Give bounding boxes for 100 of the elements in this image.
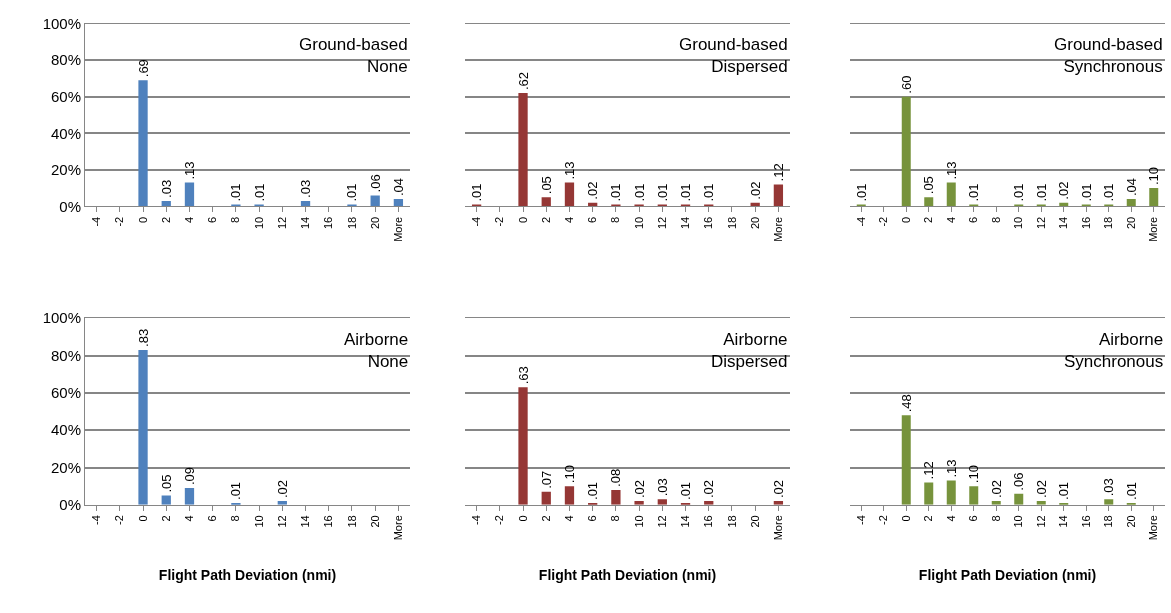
x-tick-label: 4	[183, 216, 196, 223]
x-tick-label: -4	[854, 515, 867, 526]
bar	[969, 486, 979, 505]
x-tick-label: -4	[470, 515, 483, 526]
data-label: .03	[298, 179, 314, 198]
x-tick-label: 16	[1079, 515, 1092, 528]
x-tick-label: 18	[1102, 216, 1115, 230]
data-label: .03	[1101, 478, 1117, 497]
bar	[924, 197, 934, 207]
data-label: .12	[921, 461, 937, 480]
bar	[370, 195, 380, 207]
bar	[1104, 499, 1114, 505]
x-tick-label: 8	[609, 515, 622, 522]
x-tick-label: -2	[493, 216, 506, 227]
x-tick-label: 6	[206, 515, 219, 522]
annotation: Ground-based Synchronous	[1054, 35, 1163, 77]
y-tick-label: 40%	[50, 421, 81, 439]
x-tick-label: 12	[1034, 515, 1047, 528]
data-label: .69	[135, 59, 151, 78]
x-tick-label: 0	[899, 216, 912, 223]
data-label: .07	[538, 470, 554, 489]
x-tick-label: 8	[989, 216, 1002, 223]
y-tick-label: 20%	[50, 161, 81, 179]
data-label: .02	[1033, 480, 1049, 499]
x-tick-label: More	[1147, 515, 1160, 541]
data-label: .12	[770, 163, 786, 182]
data-label: .03	[654, 478, 670, 497]
bar	[564, 182, 575, 207]
data-label: .01	[701, 183, 717, 202]
data-label: .01	[678, 183, 694, 202]
x-tick-label: 10	[1012, 216, 1025, 230]
data-label: .01	[585, 481, 601, 500]
y-tick-label: 20%	[50, 458, 81, 476]
x-tick-label: 16	[1079, 216, 1092, 230]
x-axis-title: Flight Path Deviation (nmi)	[538, 566, 717, 583]
x-tick-label: 20	[1124, 216, 1137, 230]
data-label: .60	[898, 75, 914, 94]
data-label: .01	[469, 183, 485, 202]
x-tick-label: 20	[368, 515, 381, 528]
bar	[1149, 188, 1159, 207]
x-tick-label: 20	[1124, 515, 1137, 528]
x-tick-label: 16	[702, 216, 715, 230]
x-tick-label: 2	[539, 216, 552, 223]
bar	[184, 488, 195, 505]
data-label: .13	[561, 161, 577, 180]
bar	[518, 387, 528, 505]
bar	[946, 480, 956, 505]
data-label: .01	[1123, 481, 1139, 500]
x-tick-label: 0	[899, 515, 912, 522]
x-tick-label: -4	[854, 216, 867, 227]
x-tick-label: 18	[1102, 515, 1115, 528]
x-tick-label: 18	[725, 216, 738, 230]
x-tick-label: -2	[113, 216, 126, 227]
x-tick-label: 4	[944, 515, 957, 522]
data-label: .06	[1011, 472, 1027, 491]
x-tick-label: 12	[275, 216, 288, 230]
data-label: .03	[158, 179, 174, 198]
data-label: .04	[1123, 177, 1139, 197]
y-tick-label: 80%	[50, 51, 81, 69]
x-tick-label: 0	[516, 515, 529, 522]
x-tick-label: 20	[748, 515, 761, 528]
x-tick-label: 8	[229, 216, 242, 223]
data-label: .10	[966, 465, 982, 484]
bar	[564, 486, 575, 505]
bar	[541, 197, 551, 207]
data-label: .02	[770, 480, 786, 499]
y-tick-label: 100%	[42, 309, 81, 327]
x-tick-label: -2	[877, 216, 890, 227]
x-tick-label: 8	[989, 515, 1002, 522]
x-tick-label: 2	[539, 515, 552, 522]
x-tick-label: More	[391, 216, 404, 242]
y-tick-label: 60%	[50, 384, 81, 402]
data-label: .01	[608, 183, 624, 202]
data-label: .83	[135, 328, 151, 347]
x-tick-label: More	[771, 515, 784, 541]
data-label: .02	[701, 480, 717, 499]
x-tick-label: 2	[159, 216, 172, 223]
x-tick-label: 0	[136, 515, 149, 522]
x-tick-label: More	[391, 515, 404, 541]
x-tick-label: 18	[345, 515, 358, 528]
x-tick-label: 2	[922, 515, 935, 522]
data-label: .01	[678, 481, 694, 500]
x-tick-label: 4	[183, 515, 196, 522]
data-label: .62	[515, 71, 531, 91]
x-tick-label: 4	[563, 216, 576, 223]
data-label: .10	[561, 465, 577, 484]
x-tick-label: 6	[206, 216, 219, 223]
data-label: .01	[631, 183, 647, 202]
data-label: .63	[515, 366, 531, 385]
x-tick-label: 20	[368, 216, 381, 230]
data-label: .02	[988, 480, 1004, 499]
y-tick-label: 60%	[50, 87, 81, 105]
bar	[138, 80, 148, 207]
x-tick-label: 6	[586, 515, 599, 522]
data-label: .02	[631, 480, 647, 499]
bar	[901, 96, 911, 207]
x-tick-label: 18	[345, 216, 358, 230]
y-tick-label: 0%	[59, 496, 81, 514]
x-tick-label: 4	[944, 216, 957, 223]
bar	[946, 182, 956, 207]
